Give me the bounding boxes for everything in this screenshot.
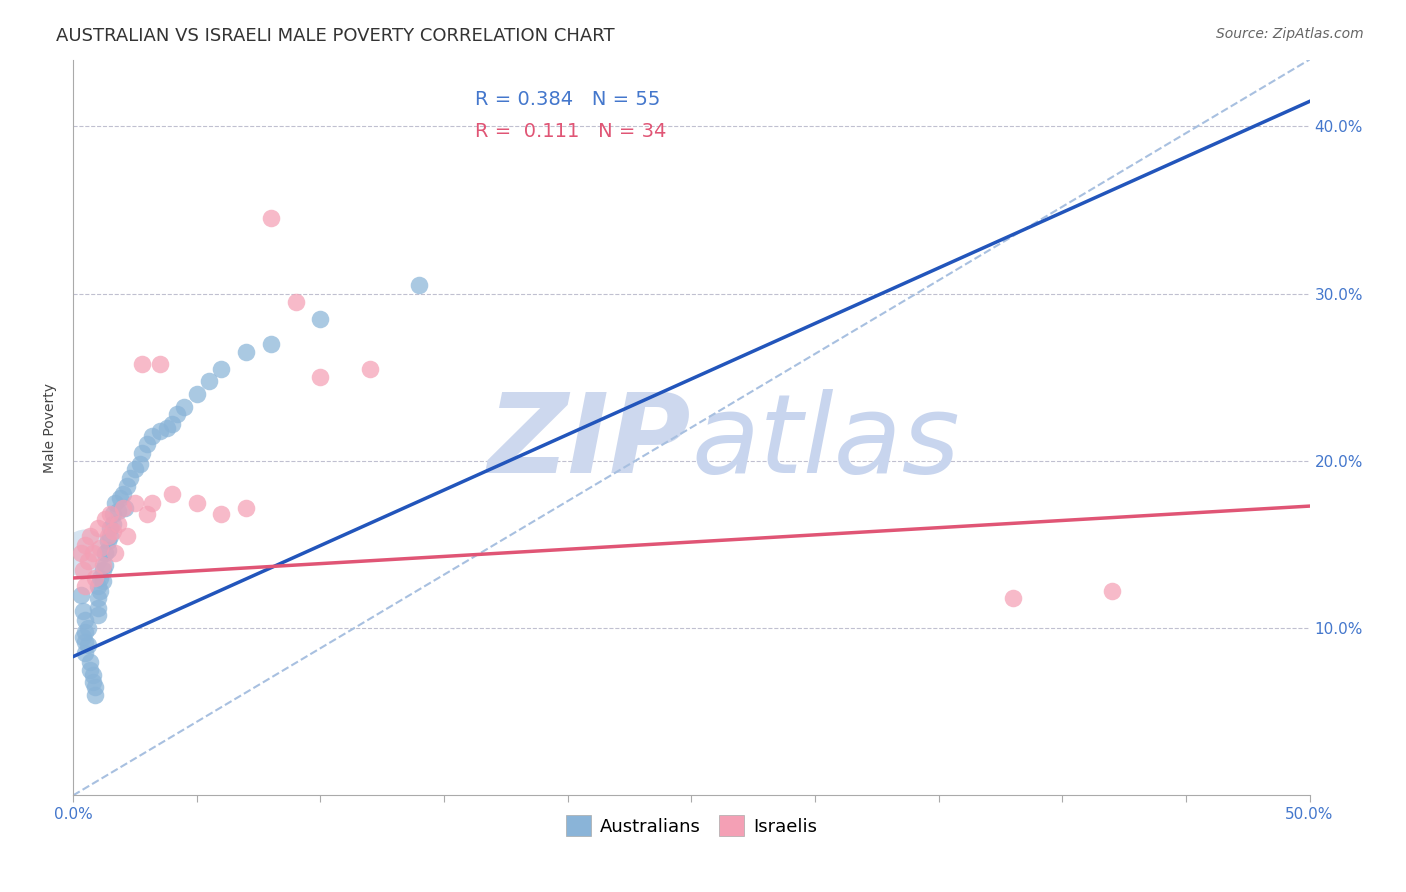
Legend: Australians, Israelis: Australians, Israelis	[557, 806, 827, 846]
Point	[75, 613, 97, 627]
Point	[108, 491, 131, 505]
Point	[79, 529, 101, 543]
Point	[84, 680, 107, 694]
Point	[128, 458, 150, 472]
Point	[89, 541, 111, 555]
Point	[82, 546, 104, 560]
Point	[94, 558, 117, 572]
Point	[141, 496, 163, 510]
Point	[75, 624, 97, 639]
Point	[101, 524, 124, 538]
Point	[160, 417, 183, 432]
Point	[82, 668, 104, 682]
Point	[284, 295, 307, 310]
Point	[186, 496, 208, 510]
Point	[75, 634, 97, 648]
Point	[75, 646, 97, 660]
Point	[136, 437, 159, 451]
Point	[186, 387, 208, 401]
Point	[211, 362, 233, 376]
Point	[149, 357, 172, 371]
Point	[309, 370, 332, 384]
Point	[408, 278, 430, 293]
Point	[101, 508, 124, 522]
Point	[114, 500, 136, 515]
Point	[97, 534, 120, 549]
Point	[111, 500, 134, 515]
Point	[94, 546, 117, 560]
Point	[117, 479, 139, 493]
Point	[173, 401, 195, 415]
Point	[87, 601, 110, 615]
Text: R = 0.384   N = 55: R = 0.384 N = 55	[475, 90, 661, 109]
Point	[69, 588, 91, 602]
Point	[89, 584, 111, 599]
Point	[160, 487, 183, 501]
Point	[94, 512, 117, 526]
Text: AUSTRALIAN VS ISRAELI MALE POVERTY CORRELATION CHART: AUSTRALIAN VS ISRAELI MALE POVERTY CORRE…	[56, 27, 614, 45]
Point	[118, 471, 141, 485]
Point	[104, 546, 127, 560]
Point	[87, 591, 110, 605]
Point	[79, 655, 101, 669]
Point	[107, 517, 129, 532]
Point	[72, 563, 94, 577]
Point	[98, 529, 121, 543]
Point	[72, 604, 94, 618]
Point	[97, 529, 120, 543]
Point	[84, 688, 107, 702]
Point	[1101, 584, 1123, 599]
Point	[101, 517, 124, 532]
Point	[87, 521, 110, 535]
Point	[156, 420, 179, 434]
Point	[84, 571, 107, 585]
Point	[91, 574, 114, 589]
Point	[124, 462, 146, 476]
Text: ZIP: ZIP	[488, 389, 692, 496]
Point	[235, 345, 257, 359]
Point	[260, 211, 283, 226]
Text: R =  0.111   N = 34: R = 0.111 N = 34	[475, 122, 666, 141]
Point	[107, 504, 129, 518]
Point	[79, 663, 101, 677]
Point	[89, 571, 111, 585]
Point	[98, 521, 121, 535]
Point	[117, 529, 139, 543]
Point	[111, 487, 134, 501]
Point	[359, 362, 381, 376]
Point	[131, 357, 153, 371]
Point	[69, 546, 91, 560]
Point	[149, 424, 172, 438]
Point	[124, 496, 146, 510]
Point	[98, 508, 121, 522]
Point	[77, 621, 100, 635]
Point	[72, 630, 94, 644]
Point	[235, 500, 257, 515]
Point	[91, 558, 114, 572]
Point	[77, 638, 100, 652]
Y-axis label: Male Poverty: Male Poverty	[44, 383, 58, 473]
Point	[91, 563, 114, 577]
Point	[260, 337, 283, 351]
Point	[198, 374, 221, 388]
Text: Source: ZipAtlas.com: Source: ZipAtlas.com	[1216, 27, 1364, 41]
Text: atlas: atlas	[692, 389, 960, 496]
Point	[82, 674, 104, 689]
Point	[131, 445, 153, 459]
Point	[87, 607, 110, 622]
Point	[141, 429, 163, 443]
Point	[75, 579, 97, 593]
Point	[97, 542, 120, 557]
Point	[75, 546, 97, 560]
Point	[104, 496, 127, 510]
Point	[166, 407, 188, 421]
Point	[87, 579, 110, 593]
Point	[211, 508, 233, 522]
Point	[75, 537, 97, 551]
Point	[136, 508, 159, 522]
Point	[1001, 591, 1024, 605]
Point	[309, 311, 332, 326]
Point	[77, 554, 100, 568]
